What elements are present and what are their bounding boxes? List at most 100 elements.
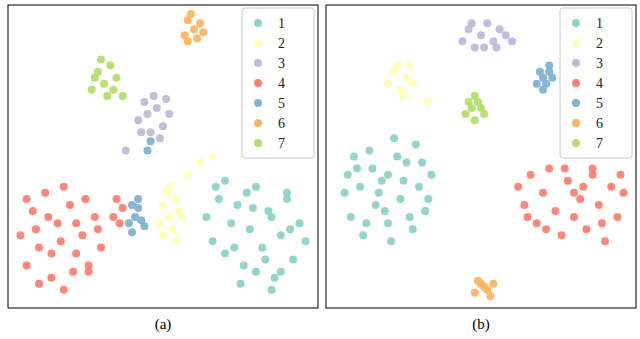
- scatter-point: [393, 153, 401, 161]
- scatter-point: [493, 43, 501, 51]
- scatter-point: [471, 92, 479, 100]
- scatter-point: [91, 213, 99, 221]
- scatter-point: [100, 80, 108, 88]
- legend-label: 5: [278, 96, 285, 111]
- legend-marker: [572, 79, 580, 87]
- scatter-point: [465, 98, 473, 106]
- scatter-point: [252, 268, 260, 276]
- scatter-point: [171, 195, 179, 203]
- scatter-point: [57, 237, 65, 245]
- scatter-point: [283, 195, 291, 203]
- scatter-point: [393, 62, 401, 70]
- scatter-point: [471, 43, 479, 51]
- scatter-point: [369, 165, 377, 173]
- scatter-point: [533, 80, 541, 88]
- scatter-point: [116, 219, 124, 227]
- scatter-point: [520, 201, 528, 209]
- scatter-point: [88, 86, 96, 94]
- legend-marker: [572, 99, 580, 107]
- scatter-point: [372, 201, 380, 209]
- legend-label: 6: [278, 116, 285, 131]
- legend-label: 7: [278, 136, 285, 151]
- scatter-point: [477, 31, 485, 39]
- scatter-point: [427, 171, 435, 179]
- legend-marker: [254, 99, 262, 107]
- legend-marker: [254, 59, 262, 67]
- scatter-point: [134, 116, 142, 124]
- scatter-point: [400, 92, 408, 100]
- scatter-point: [496, 25, 504, 33]
- scatter-point: [140, 98, 148, 106]
- legend-label: 3: [278, 56, 285, 71]
- scatter-point: [409, 225, 417, 233]
- scatter-point: [162, 95, 170, 103]
- scatter-point: [527, 171, 535, 179]
- scatter-point: [595, 201, 603, 209]
- scatter-point: [147, 137, 155, 145]
- scatter-point: [474, 277, 482, 285]
- scatter-point: [243, 189, 251, 197]
- scatter-point: [542, 225, 550, 233]
- scatter-point: [477, 104, 485, 112]
- scatter-point: [617, 171, 625, 179]
- scatter-point: [424, 98, 432, 106]
- scatter-point: [134, 195, 142, 203]
- scatter-point: [106, 62, 114, 70]
- legend-box: [242, 8, 314, 158]
- scatter-point: [212, 183, 220, 191]
- scatter-point: [365, 146, 373, 154]
- legend-marker: [254, 119, 262, 127]
- scatter-point: [165, 213, 173, 221]
- plot-frame: [326, 5, 636, 308]
- scatter-point: [344, 171, 352, 179]
- legend-marker: [254, 139, 262, 147]
- scatter-point: [468, 19, 476, 27]
- scatter-point: [570, 189, 578, 197]
- scatter-point: [137, 128, 145, 136]
- scatter-point: [128, 228, 136, 236]
- legend-marker: [572, 119, 580, 127]
- scatter-point: [545, 62, 553, 70]
- scatter-point: [144, 146, 152, 154]
- legend-label: 4: [596, 76, 603, 91]
- scatter-point: [113, 74, 121, 82]
- scatter-point: [187, 10, 195, 18]
- scatter-point: [69, 268, 77, 276]
- scatter-point: [196, 159, 204, 167]
- scatter-point: [514, 183, 522, 191]
- scatter-point: [545, 165, 553, 173]
- scatter-point: [184, 171, 192, 179]
- scatter-point: [125, 219, 133, 227]
- scatter-point: [613, 213, 621, 221]
- panel-caption: (a): [155, 316, 172, 333]
- scatter-point: [424, 195, 432, 203]
- panel-caption: (b): [472, 316, 490, 333]
- scatter-point: [384, 171, 392, 179]
- scatter-point: [94, 225, 102, 233]
- scatter-point: [54, 219, 62, 227]
- scatter-point: [140, 222, 148, 230]
- scatter-point: [286, 225, 294, 233]
- scatter-point: [564, 177, 572, 185]
- scatter-point: [403, 74, 411, 82]
- scatter-point: [44, 213, 52, 221]
- scatter-point: [289, 256, 297, 264]
- scatter-point: [113, 195, 121, 203]
- scatter-point: [60, 286, 68, 294]
- scatter-point: [576, 195, 584, 203]
- scatter-point: [171, 237, 179, 245]
- legend-label: 6: [596, 116, 603, 131]
- scatter-point: [221, 249, 229, 257]
- scatter-point: [533, 219, 541, 227]
- scatter-point: [159, 122, 167, 130]
- scatter-point: [97, 56, 105, 64]
- legend: 1234567: [560, 8, 632, 158]
- legend-marker: [572, 139, 580, 147]
- legend-label: 2: [596, 36, 603, 51]
- scatter-point: [471, 116, 479, 124]
- scatter-point: [295, 219, 303, 227]
- legend-marker: [572, 59, 580, 67]
- scatter-point: [66, 201, 74, 209]
- legend-label: 5: [596, 96, 603, 111]
- scatter-point: [23, 195, 31, 203]
